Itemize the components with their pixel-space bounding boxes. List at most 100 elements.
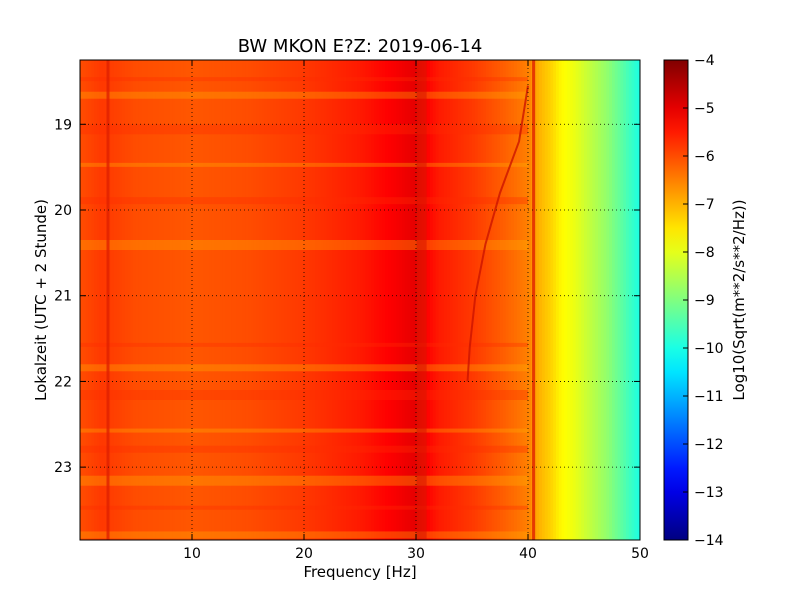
heatmap-column bbox=[292, 60, 297, 540]
heatmap-column bbox=[343, 60, 347, 540]
heatmap-column bbox=[544, 60, 549, 540]
heatmap-column bbox=[486, 60, 490, 540]
heatmap-column bbox=[374, 60, 378, 540]
heatmap-column bbox=[180, 60, 185, 540]
heatmap-column bbox=[617, 60, 621, 540]
heatmap-column bbox=[88, 60, 92, 540]
horizontal-band bbox=[80, 91, 528, 99]
heatmap-column bbox=[329, 60, 333, 540]
heatmap-column bbox=[96, 60, 101, 540]
heatmap-column bbox=[455, 60, 459, 540]
heatmap-column bbox=[147, 60, 151, 540]
heatmap-column bbox=[441, 60, 445, 540]
heatmap-column bbox=[270, 60, 274, 540]
heatmap-column bbox=[315, 60, 319, 540]
heatmap-column bbox=[337, 60, 341, 540]
heatmap-column bbox=[172, 60, 176, 540]
heatmap-column bbox=[225, 60, 229, 540]
grid-lines bbox=[80, 60, 640, 540]
plot-frame bbox=[79, 59, 641, 541]
x-axis-label: Frequency [Hz] bbox=[303, 563, 416, 581]
colorbar-tick-label: −9 bbox=[694, 293, 715, 309]
heatmap-column bbox=[514, 60, 518, 540]
heatmap-column bbox=[480, 60, 484, 540]
heatmap-column bbox=[169, 60, 173, 540]
horizontal-band bbox=[80, 364, 528, 372]
heatmap-column bbox=[85, 60, 89, 540]
heatmap-column bbox=[402, 60, 406, 540]
colorbar-tick-label: −4 bbox=[694, 53, 715, 69]
heatmap-column bbox=[477, 60, 481, 540]
heatmap-area bbox=[80, 60, 640, 540]
colorbar-tick-label: −6 bbox=[694, 149, 715, 165]
heatmap-column bbox=[435, 60, 439, 540]
heatmap-column bbox=[360, 60, 364, 540]
heatmap-column bbox=[164, 60, 168, 540]
heatmap-column bbox=[404, 60, 409, 540]
x-tick-label: 10 bbox=[183, 546, 201, 562]
heatmap-column bbox=[472, 60, 476, 540]
heatmap-column bbox=[304, 60, 308, 540]
heatmap-column bbox=[351, 60, 355, 540]
heatmap-column bbox=[234, 60, 238, 540]
heatmap-column bbox=[99, 60, 103, 540]
heatmap-column bbox=[301, 60, 305, 540]
heatmap-column bbox=[287, 60, 291, 540]
heatmap-column bbox=[290, 60, 294, 540]
heatmap-column bbox=[197, 60, 201, 540]
y-tick-label: 23 bbox=[54, 460, 72, 476]
heatmap-column bbox=[222, 60, 227, 540]
heatmap-column bbox=[262, 60, 266, 540]
heatmap-column bbox=[332, 60, 336, 540]
heatmap-column bbox=[108, 60, 112, 540]
heatmap-column bbox=[318, 60, 322, 540]
heatmap-column bbox=[217, 60, 221, 540]
heatmap-column bbox=[637, 60, 640, 540]
heatmap-column bbox=[567, 60, 571, 540]
heatmap-column bbox=[600, 60, 605, 540]
heatmap-column bbox=[138, 60, 143, 540]
heatmap-column bbox=[133, 60, 137, 540]
heatmap-column bbox=[592, 60, 596, 540]
horizontal-band bbox=[80, 390, 528, 400]
heatmap-column bbox=[113, 60, 117, 540]
heatmap-column bbox=[446, 60, 451, 540]
heatmap-column bbox=[298, 60, 302, 540]
colorbar-tick-label: −7 bbox=[694, 197, 715, 213]
heatmap-column bbox=[452, 60, 456, 540]
heatmap-column bbox=[463, 60, 467, 540]
heatmap-column bbox=[572, 60, 577, 540]
colorbar-tick-label: −13 bbox=[694, 485, 724, 501]
heatmap-column bbox=[542, 60, 546, 540]
heatmap-column bbox=[528, 60, 532, 540]
y-axis-label: Lokalzeit (UTC + 2 Stunde) bbox=[32, 199, 50, 401]
heatmap-column bbox=[312, 60, 316, 540]
heatmap-column bbox=[278, 60, 283, 540]
heatmap-column bbox=[390, 60, 395, 540]
heatmap-column bbox=[410, 60, 414, 540]
heatmap-column bbox=[556, 60, 560, 540]
heatmap-column bbox=[264, 60, 269, 540]
heatmap-column bbox=[598, 60, 602, 540]
heatmap-column bbox=[570, 60, 574, 540]
heatmap-column bbox=[82, 60, 87, 540]
heatmap-column bbox=[102, 60, 106, 540]
x-axis-ticks: 10 20 30 40 50 bbox=[183, 60, 649, 562]
heatmap-column bbox=[469, 60, 473, 540]
vertical-feature bbox=[532, 60, 536, 540]
heatmap-column bbox=[220, 60, 224, 540]
heatmap-column bbox=[550, 60, 554, 540]
heatmap-column bbox=[564, 60, 568, 540]
heatmap-column bbox=[306, 60, 311, 540]
heatmap-column bbox=[175, 60, 179, 540]
colorbar-tick-label: −5 bbox=[694, 101, 715, 117]
horizontal-band bbox=[80, 428, 528, 433]
heatmap-column bbox=[178, 60, 182, 540]
drifting-line bbox=[466, 85, 529, 382]
heatmap-column bbox=[407, 60, 411, 540]
heatmap-column bbox=[634, 60, 638, 540]
heatmap-column bbox=[388, 60, 392, 540]
heatmap-column bbox=[161, 60, 165, 540]
heatmap-column bbox=[340, 60, 344, 540]
heatmap-column bbox=[511, 60, 515, 540]
